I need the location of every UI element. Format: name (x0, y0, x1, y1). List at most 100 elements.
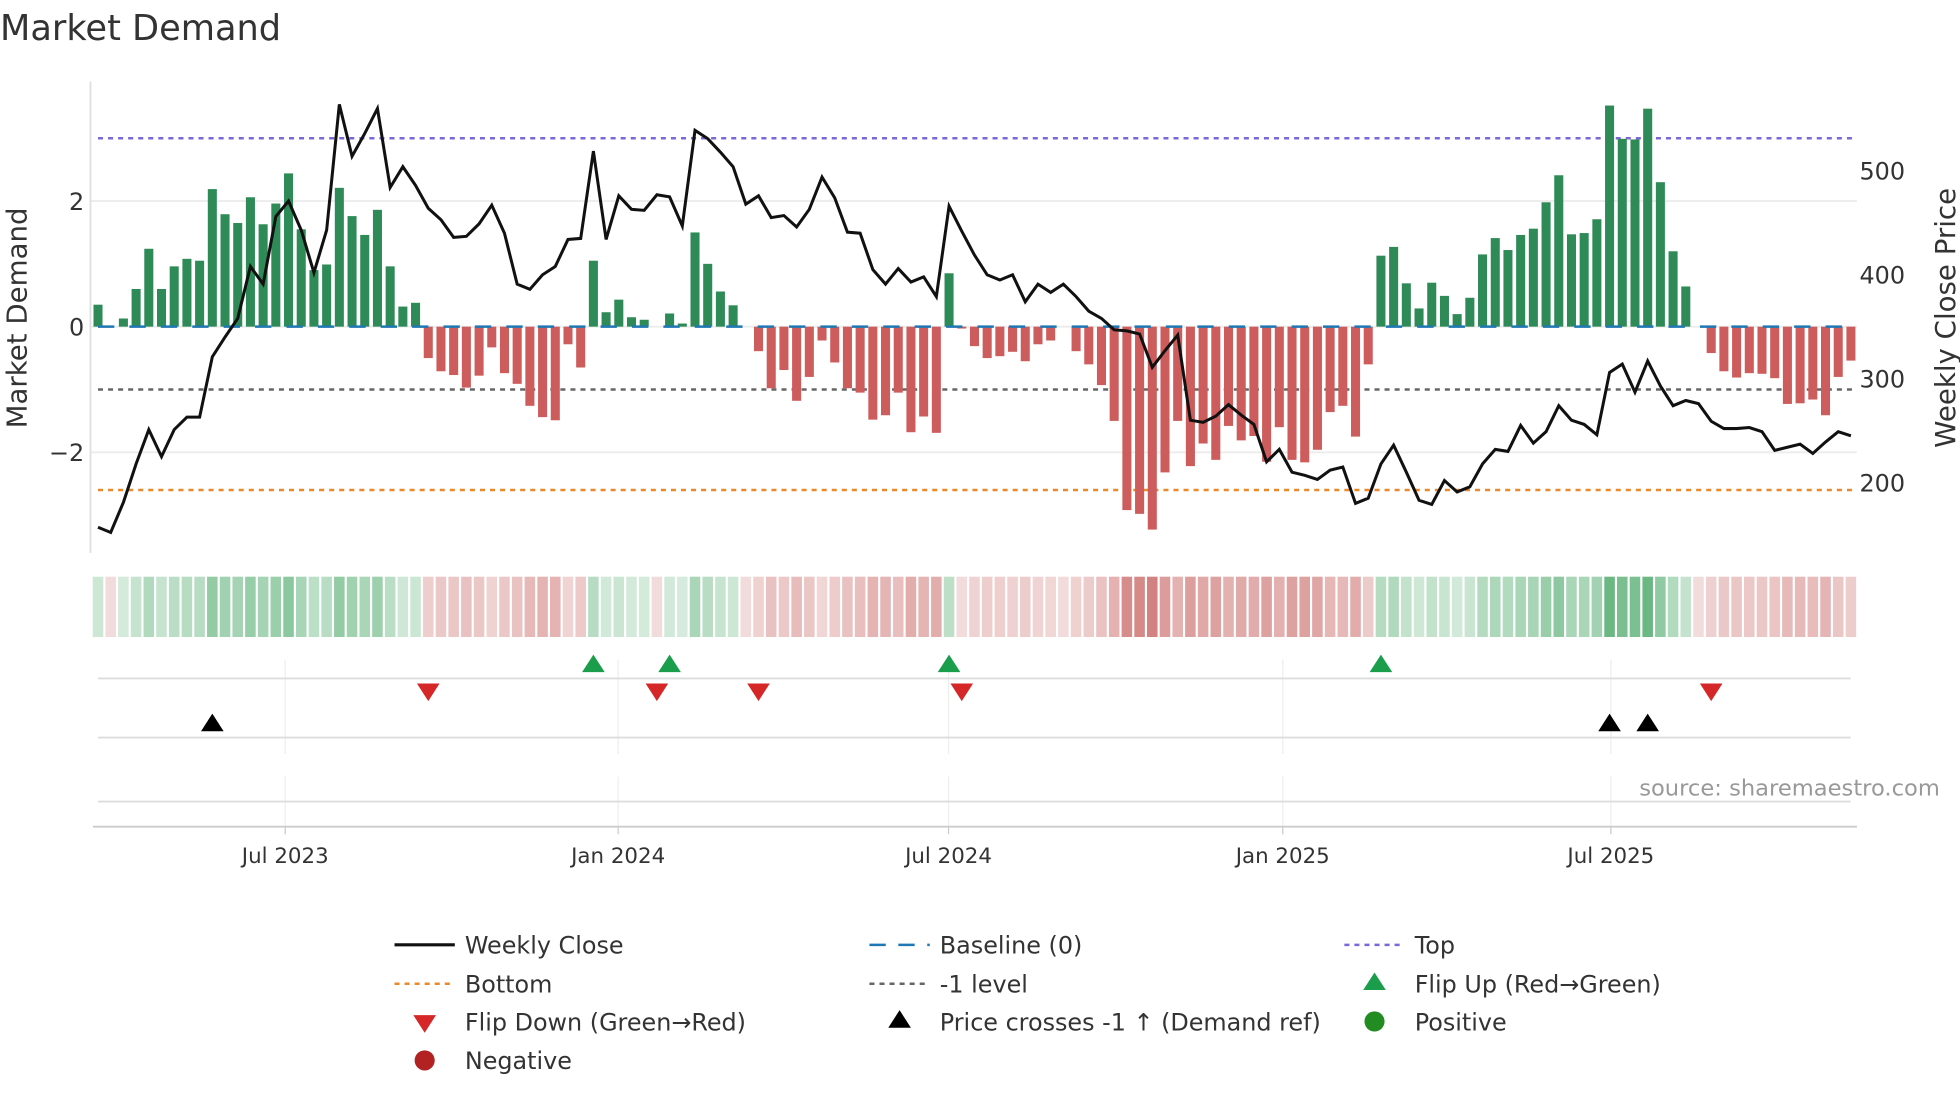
negative-demand-bar (1300, 326, 1310, 463)
heatmap-cell (372, 576, 383, 638)
negative-demand-bar (842, 326, 852, 389)
flip-down-marker (747, 683, 770, 702)
positive-demand-bar (1541, 202, 1551, 327)
heatmap-cell (1782, 576, 1793, 638)
heatmap-cell (1312, 576, 1323, 638)
heatmap-cell (1388, 576, 1399, 638)
legend-label: Bottom (465, 971, 553, 999)
heatmap-cell (1845, 576, 1857, 638)
heatmap-cell (92, 576, 104, 638)
negative-demand-bar (487, 326, 497, 348)
heatmap-cell (638, 576, 650, 638)
positive-demand-bar (1528, 228, 1538, 327)
positive-demand-bar (169, 266, 179, 327)
heatmap-cell (118, 576, 129, 638)
price-cross-marker (1598, 713, 1621, 732)
flip-up-marker (937, 654, 961, 673)
positive-demand-bar (334, 187, 344, 327)
negative-demand-bar (830, 326, 840, 363)
heatmap-cell (600, 576, 612, 638)
legend-label: Positive (1415, 1008, 1507, 1036)
heatmap-cell (486, 576, 498, 638)
flip-down-marker (1699, 683, 1723, 702)
negative-demand-bar (1846, 326, 1856, 361)
positive-demand-bar (118, 318, 128, 327)
heatmap-cell (1515, 576, 1526, 638)
level-lines (98, 136, 1852, 492)
positive-demand-bar (665, 313, 675, 327)
negative-demand-bar (1223, 326, 1234, 426)
negative-demand-bar (753, 326, 764, 352)
heatmap-cell (1121, 576, 1133, 638)
negative-demand-bar (855, 326, 865, 393)
heatmap-cell (1744, 576, 1755, 638)
legend-label: Weekly Close (465, 932, 624, 960)
heatmap-cell (1350, 576, 1361, 638)
heatmap-cell (1134, 576, 1145, 638)
heatmap-cell (1451, 576, 1463, 638)
heatmap-cell (334, 576, 345, 638)
negative-demand-bar (1719, 326, 1729, 372)
negative-demand-bar (449, 326, 459, 376)
positive-demand-bar (296, 229, 306, 327)
positive-demand-bar (195, 260, 205, 327)
negative-demand-bar (1808, 326, 1818, 400)
heatmap-cell (702, 576, 713, 638)
negative-demand-bar (1820, 326, 1831, 416)
heatmap-cell (1337, 576, 1349, 638)
negative-demand-bar (1084, 326, 1094, 365)
positive-demand-bar (639, 319, 649, 327)
heatmap-cell (1439, 576, 1450, 638)
heatmap-cell (740, 576, 752, 638)
positive-demand-bar (588, 260, 598, 327)
heatmap-cell (1108, 576, 1120, 638)
heatmap-cell (550, 576, 561, 638)
positive-demand-bar (1592, 219, 1602, 327)
positive-demand-bar (690, 232, 700, 327)
heatmap-cell (651, 576, 663, 638)
negative-demand-bar (804, 326, 814, 377)
negative-demand-bar (1274, 326, 1284, 428)
negative-demand-bar (766, 326, 776, 389)
heatmap-cell (1617, 576, 1628, 638)
legend-item-baseline: Baseline (0) (869, 932, 1082, 960)
legend: Weekly Close Baseline (0) Top Bottom -1 leve… (394, 932, 1661, 1075)
heatmap-cell (1172, 576, 1183, 638)
negative-demand-bar (1782, 326, 1792, 404)
positive-demand-bar (1490, 238, 1500, 327)
heatmap-cell (765, 576, 777, 638)
legend-label: Price crosses -1 ↑ (Demand ref) (940, 1008, 1321, 1036)
circle-icon (1364, 1011, 1385, 1032)
positive-demand-bar (1439, 295, 1449, 327)
heatmap-cell (1769, 576, 1780, 638)
heatmap-cell (1299, 576, 1310, 638)
negative-demand-bar (969, 326, 979, 347)
heatmap-cell (270, 576, 282, 638)
positive-demand-bar (385, 266, 395, 327)
y2-tick-label: 300 (1859, 365, 1905, 393)
positive-demand-bar (131, 288, 141, 327)
positive-demand-bar (1427, 282, 1437, 327)
heatmap-cell (524, 576, 536, 638)
legend-item-positive: Positive (1364, 1008, 1507, 1036)
positive-demand-bar (601, 312, 611, 327)
heatmap-cell (1324, 576, 1336, 638)
positive-demand-bar (1655, 182, 1665, 327)
negative-demand-bar (1363, 326, 1373, 365)
positive-demand-bar (626, 317, 637, 327)
heatmap-cell (1286, 576, 1298, 638)
positive-demand-bar (322, 264, 332, 327)
heatmap-cell (105, 576, 116, 638)
positive-demand-bar (372, 209, 382, 327)
heatmap-cell (753, 576, 764, 638)
heatmap-cell (1667, 576, 1679, 638)
negative-demand-bar (1249, 326, 1259, 436)
heatmap-cell (854, 576, 866, 638)
heatmap-cell (511, 576, 523, 638)
heatmap-cell (1007, 576, 1018, 638)
negative-demand-bar (1325, 326, 1335, 413)
heatmap-cell (1604, 576, 1615, 638)
negative-demand-bar (1033, 326, 1043, 345)
weekly-close-line (97, 103, 1852, 535)
heatmap-cell (677, 576, 688, 638)
